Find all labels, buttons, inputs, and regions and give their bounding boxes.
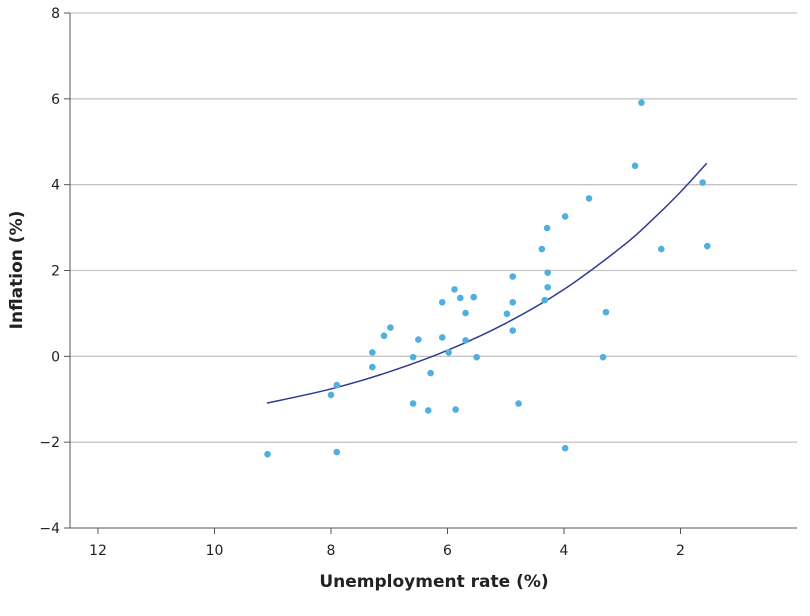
data-point <box>509 273 517 280</box>
y-tick-label: −4 <box>39 521 60 537</box>
y-tick-label: 2 <box>51 264 60 280</box>
data-point <box>585 195 593 202</box>
data-point <box>703 242 711 250</box>
data-point <box>538 245 546 253</box>
data-point <box>264 450 271 458</box>
x-tick-label: 4 <box>560 543 569 559</box>
data-point <box>387 324 394 331</box>
data-point <box>462 309 469 317</box>
data-point <box>333 381 341 389</box>
y-tick-label: −2 <box>39 435 60 451</box>
data-point <box>699 179 706 186</box>
data-point <box>445 349 452 356</box>
axes <box>64 12 797 534</box>
data-point <box>544 269 551 276</box>
data-point <box>638 99 645 106</box>
trend-line <box>266 162 708 404</box>
y-tick-label: 4 <box>51 178 60 194</box>
tick-labels: 8 6 4 2 0 −2 −4 12 10 8 6 4 2 <box>39 6 685 559</box>
data-point <box>509 327 517 334</box>
data-point <box>327 391 335 399</box>
data-points <box>264 99 711 458</box>
data-point <box>541 296 549 304</box>
data-point <box>452 406 459 413</box>
data-point <box>333 448 341 456</box>
x-tick-label: 12 <box>89 543 107 559</box>
data-point <box>380 332 388 340</box>
data-point <box>438 334 446 341</box>
data-point <box>369 363 376 371</box>
data-point <box>599 353 607 361</box>
data-point <box>657 245 665 253</box>
data-point <box>561 213 569 220</box>
gridlines <box>70 12 797 443</box>
data-point <box>470 293 478 301</box>
data-point <box>451 286 458 293</box>
x-tick-label: 8 <box>327 543 336 559</box>
data-point <box>369 349 376 356</box>
data-point <box>457 294 464 302</box>
y-tick-label: 6 <box>51 92 60 108</box>
y-tick-label: 8 <box>51 6 60 22</box>
x-axis-label: Unemployment rate (%) <box>319 572 548 592</box>
data-point <box>438 298 446 306</box>
data-point <box>424 407 432 414</box>
data-point <box>515 400 522 407</box>
data-point <box>602 308 610 316</box>
data-point <box>631 162 639 170</box>
x-tick-label: 2 <box>676 543 685 559</box>
y-axis-label: Inflation (%) <box>7 211 27 330</box>
data-point <box>509 298 517 306</box>
data-point <box>543 224 551 232</box>
data-point <box>427 369 434 377</box>
data-point <box>462 337 469 344</box>
data-point <box>409 400 417 407</box>
data-point <box>415 336 422 343</box>
data-point <box>473 353 480 361</box>
data-point <box>561 444 569 452</box>
data-point <box>544 283 551 291</box>
x-tick-label: 10 <box>206 543 224 559</box>
data-point <box>409 353 417 361</box>
data-point <box>503 310 511 318</box>
x-tick-label: 6 <box>443 543 452 559</box>
y-tick-label: 0 <box>51 349 60 365</box>
